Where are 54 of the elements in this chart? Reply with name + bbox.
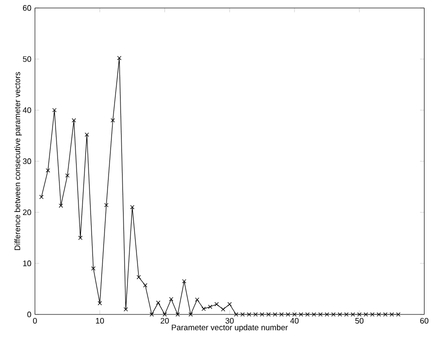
point <box>136 274 141 280</box>
point <box>253 312 258 316</box>
point <box>234 312 238 316</box>
point <box>65 173 70 178</box>
point <box>227 302 232 306</box>
point <box>240 312 245 316</box>
point <box>279 312 284 316</box>
point <box>143 283 148 288</box>
point <box>169 296 174 302</box>
point <box>246 312 252 316</box>
point <box>390 312 394 316</box>
point <box>91 266 96 270</box>
point <box>383 312 388 316</box>
point <box>376 312 381 316</box>
point <box>72 118 76 122</box>
point <box>176 312 180 316</box>
point <box>357 312 362 316</box>
point <box>324 312 330 316</box>
point <box>331 312 336 316</box>
point <box>84 132 89 137</box>
point <box>156 300 160 305</box>
point <box>305 312 310 316</box>
point <box>364 312 368 316</box>
point <box>182 278 186 284</box>
point <box>98 300 102 306</box>
point <box>260 312 264 316</box>
point <box>130 204 134 210</box>
point <box>195 297 200 302</box>
point <box>266 312 271 316</box>
point <box>58 203 64 208</box>
point <box>312 312 316 316</box>
point <box>162 312 167 316</box>
point <box>272 312 278 316</box>
point <box>318 312 323 316</box>
point <box>188 312 193 316</box>
point <box>298 312 304 316</box>
point <box>214 302 219 306</box>
point <box>344 312 349 316</box>
point <box>110 118 115 122</box>
point <box>350 312 356 316</box>
point <box>78 236 82 240</box>
point <box>117 56 122 60</box>
point <box>202 306 206 311</box>
point <box>292 312 297 316</box>
point <box>104 202 108 208</box>
point <box>220 307 226 312</box>
point <box>46 168 50 172</box>
point <box>124 307 128 312</box>
point <box>52 108 57 112</box>
point <box>370 312 374 316</box>
point <box>338 312 342 316</box>
point <box>286 312 290 316</box>
point <box>208 304 212 309</box>
point <box>150 312 154 316</box>
